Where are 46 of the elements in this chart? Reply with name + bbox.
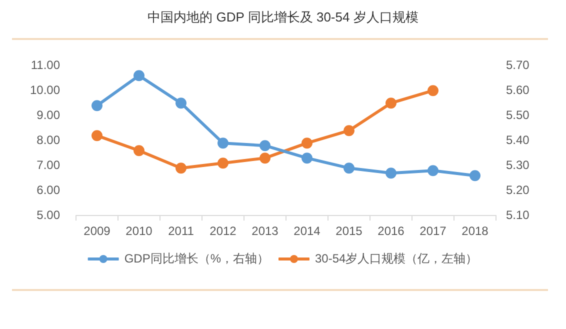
point [386,98,396,109]
point [260,152,270,164]
chart-title: 中国内地的 GDP 同比增长及 30-54 岁人口规模 [148,9,418,24]
point [344,125,354,136]
x-tick-label: 2009 [84,224,111,238]
legend-label: 30-54岁人口规模（亿，左轴） [314,251,478,266]
y2-tick-label: 5.40 [506,132,530,147]
point [428,165,438,176]
y2-tick-label: 5.50 [506,108,530,122]
y2-tick-label: 5.70 [506,58,530,72]
y2-tick-label: 5.60 [506,82,530,97]
x-tick-label: 2014 [294,224,321,238]
point [344,162,354,174]
x-tick-label: 2013 [252,224,279,238]
point [470,170,480,182]
x-tick-label: 2012 [210,224,237,238]
point [218,158,228,169]
point [134,145,144,156]
point [218,138,228,149]
y-tick-label: 8.00 [36,132,60,147]
point [176,162,186,174]
y-tick-label: 6.00 [36,182,60,197]
point [176,98,186,109]
y2-tick-label: 5.30 [506,158,530,172]
y-tick-label: 9.00 [36,108,60,122]
x-tick-label: 2011 [168,224,194,238]
point [92,100,102,112]
y-tick-label: 7.00 [36,158,60,172]
point [386,168,396,179]
point [260,140,270,152]
y2-tick-label: 5.10 [506,208,530,222]
legend-label: GDP同比增长（%，右轴） [124,251,270,266]
x-tick-label: 2010 [126,224,153,238]
point [134,70,144,82]
point [302,152,312,164]
x-tick-label: 2018 [462,224,489,238]
point [92,130,102,142]
y-tick-label: 10.00 [30,82,60,97]
x-tick-label: 2016 [378,224,405,238]
point [302,138,312,149]
y-tick-label: 5.00 [36,208,60,222]
y-tick-label: 11.00 [30,58,60,72]
x-tick-label: 2015 [336,224,363,238]
x-tick-label: 2017 [420,224,447,238]
point [428,85,438,96]
y2-tick-label: 5.20 [506,182,530,197]
